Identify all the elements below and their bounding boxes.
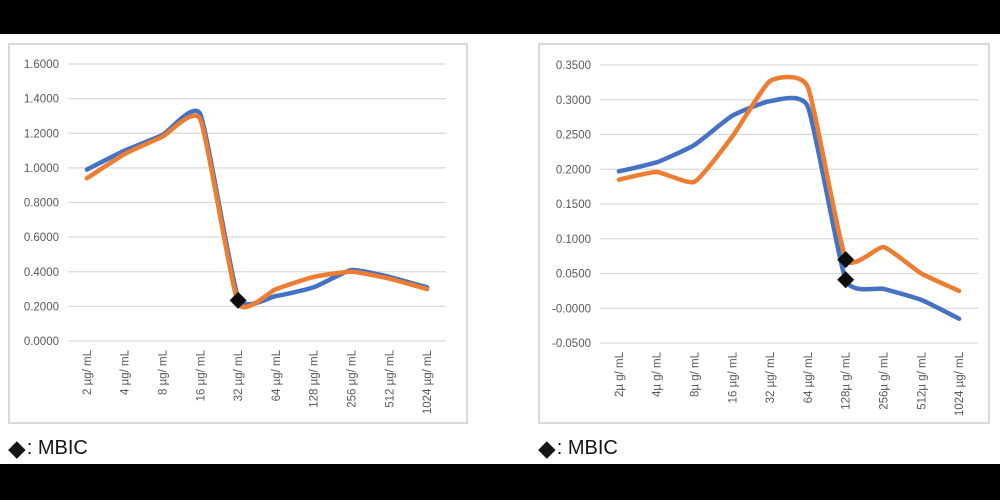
right-chart-panel: 0.3500 0.3000 0.2500 0.2000 0.1500 0.1000 0.05… <box>538 43 990 424</box>
right-chart-plot: 0.3500 0.3000 0.2500 0.2000 0.1500 0.1000 0.05… <box>552 60 978 416</box>
x-category-label: 4 µg/ mL <box>120 349 132 395</box>
x-category-label: 128 µg/ mL <box>309 349 321 407</box>
series-line-orange <box>84 113 430 310</box>
mbic-legend-right: ◆ : MBIC <box>538 433 618 463</box>
x-category-label: 512 µg/ mL <box>384 349 396 407</box>
x-category-label: 16 µg/ mL <box>727 351 739 403</box>
x-category-label: 2µ g/ mL <box>614 351 626 397</box>
mbic-diamond-icon: ◆ <box>538 435 556 461</box>
y-tick-label: 1.6000 <box>24 59 59 71</box>
x-category-label: 1024 µg/ mL <box>422 349 434 414</box>
bottom-black-bar <box>0 464 1000 500</box>
y-tick-label: 0.8000 <box>24 198 59 210</box>
x-category-label: 4µ g/ mL <box>652 351 664 397</box>
y-tick-label: 0.4000 <box>24 267 59 279</box>
series-line-blue <box>616 95 962 321</box>
y-tick-label: 0.2000 <box>556 164 591 176</box>
y-tick-label: 0.0500 <box>556 269 591 281</box>
x-category-label: 256 µg/ mL <box>347 349 359 407</box>
top-black-bar <box>0 0 1000 34</box>
y-tick-label: 0.0000 <box>24 336 59 348</box>
x-category-label: 2 µg/ mL <box>82 349 94 395</box>
mbic-diamond-icon: ◆ <box>8 435 26 461</box>
x-category-label: 64 µg/ mL <box>803 351 815 403</box>
y-tick-label: 1.0000 <box>24 163 59 175</box>
x-category-label: 16 µg/ mL <box>195 349 207 401</box>
y-tick-label: 0.1000 <box>556 234 591 246</box>
left-chart-plot: 1.6000 1.4000 1.2000 1.0000 0.8000 0.6000 0.40… <box>24 59 446 414</box>
mbic-marker <box>837 271 855 289</box>
y-tick-label: 0.2500 <box>556 130 591 142</box>
left-chart-panel: 1.6000 1.4000 1.2000 1.0000 0.8000 0.6000 0.40… <box>8 43 468 424</box>
mbic-marker <box>229 291 247 309</box>
mbic-legend-left: ◆ : MBIC <box>8 433 88 463</box>
y-tick-label: 0.6000 <box>24 232 59 244</box>
y-tick-label: 0.3500 <box>556 60 591 72</box>
x-category-label: 8µ g/ mL <box>690 351 702 397</box>
y-tick-label: -0.0500 <box>552 338 591 350</box>
y-tick-label: 0.3000 <box>556 95 591 107</box>
x-category-label: 256µ g/ mL <box>879 351 891 409</box>
x-category-label: 128µ g/ mL <box>841 351 853 409</box>
y-tick-label: -0.0000 <box>552 303 591 315</box>
mbic-legend-label: : MBIC <box>26 437 88 459</box>
x-category-label: 512µ g/ mL <box>916 351 928 409</box>
x-category-label: 8 µg/ mL <box>158 349 170 395</box>
y-tick-label: 1.2000 <box>24 128 59 140</box>
mbic-marker <box>837 251 855 269</box>
y-tick-label: 1.4000 <box>24 94 59 106</box>
y-tick-label: 0.1500 <box>556 199 591 211</box>
y-tick-label: 0.2000 <box>24 301 59 313</box>
series-line-orange <box>616 74 962 294</box>
x-category-label: 32 µg/ mL <box>233 349 245 401</box>
x-category-label: 32 µg/ mL <box>765 351 777 403</box>
x-category-label: 1024 µg/ mL <box>954 351 966 416</box>
x-category-label: 64 µg/ mL <box>271 349 283 401</box>
mbic-legend-label: : MBIC <box>556 437 618 459</box>
